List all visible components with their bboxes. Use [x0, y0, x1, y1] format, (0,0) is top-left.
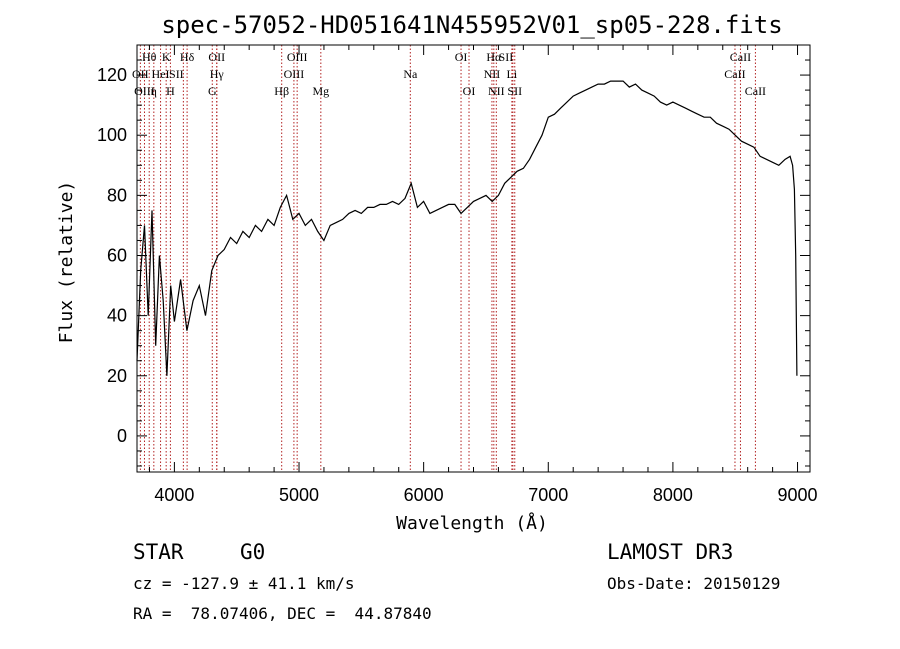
- x-tick-label: 4000: [154, 485, 194, 505]
- y-tick-label: 100: [97, 125, 127, 145]
- line-label: Hα: [486, 50, 502, 64]
- spectrum-line: [136, 80, 798, 376]
- y-tick-label: 120: [97, 65, 127, 85]
- line-label: G: [208, 84, 217, 98]
- survey-name: LAMOST DR3: [607, 540, 734, 564]
- line-label: CaII: [724, 67, 745, 81]
- line-label: H: [166, 84, 175, 98]
- line-label: Hδ: [180, 50, 195, 64]
- line-label: NII: [488, 84, 505, 98]
- line-label: Li: [507, 67, 518, 81]
- redshift-readout: cz = -127.9 ± 41.1 km/s: [133, 574, 355, 593]
- line-label: OI: [455, 50, 468, 64]
- y-tick-label: 0: [117, 426, 127, 446]
- x-axis-label: Wavelength (Å): [396, 512, 548, 534]
- line-label: Hβ: [274, 84, 289, 98]
- plot-frame: [136, 44, 811, 473]
- line-label: K: [162, 50, 171, 64]
- line-label: OIII: [134, 84, 155, 98]
- spectral-line-markers: [139, 45, 756, 472]
- line-label: SII: [169, 67, 184, 81]
- coordinates-readout: RA = 78.07406, DEC = 44.87840: [133, 604, 432, 623]
- line-label: Mg: [312, 84, 329, 98]
- object-class: STAR: [133, 540, 184, 564]
- line-label: η: [151, 84, 157, 98]
- line-label: OIII: [284, 67, 305, 81]
- y-axis-label: Flux (relative): [56, 181, 77, 344]
- line-label: OI: [463, 84, 476, 98]
- y-tick-label: 80: [107, 185, 127, 205]
- y-tick-label: 60: [107, 245, 127, 265]
- y-tick-label: 40: [107, 306, 127, 326]
- line-label: OII: [208, 50, 225, 64]
- object-subclass: G0: [240, 540, 266, 564]
- line-label: SII: [499, 50, 514, 64]
- x-tick-label: 9000: [778, 485, 818, 505]
- observation-date: Obs-Date: 20150129: [607, 574, 781, 593]
- axis-ticks: 4000 5000 6000 7000 8000 9000 0 20 40 60 80 100 120: [97, 44, 818, 505]
- line-label: Hγ: [210, 67, 225, 81]
- y-tick-label: 20: [107, 366, 127, 386]
- x-tick-label: 7000: [528, 485, 568, 505]
- x-tick-label: 5000: [279, 485, 319, 505]
- line-label: HeI: [152, 67, 170, 81]
- line-label: CaII: [745, 84, 766, 98]
- chart-title: spec-57052-HD051641N455952V01_sp05-228.f…: [161, 11, 782, 39]
- line-label: Hθ: [142, 50, 157, 64]
- x-tick-label: 6000: [404, 485, 444, 505]
- line-label: OII: [132, 67, 149, 81]
- line-label: SII: [507, 84, 522, 98]
- x-tick-label: 8000: [653, 485, 693, 505]
- line-label: NII: [484, 67, 501, 81]
- line-label: OIII: [287, 50, 308, 64]
- line-label: CaII: [730, 50, 751, 64]
- line-label: Na: [403, 67, 418, 81]
